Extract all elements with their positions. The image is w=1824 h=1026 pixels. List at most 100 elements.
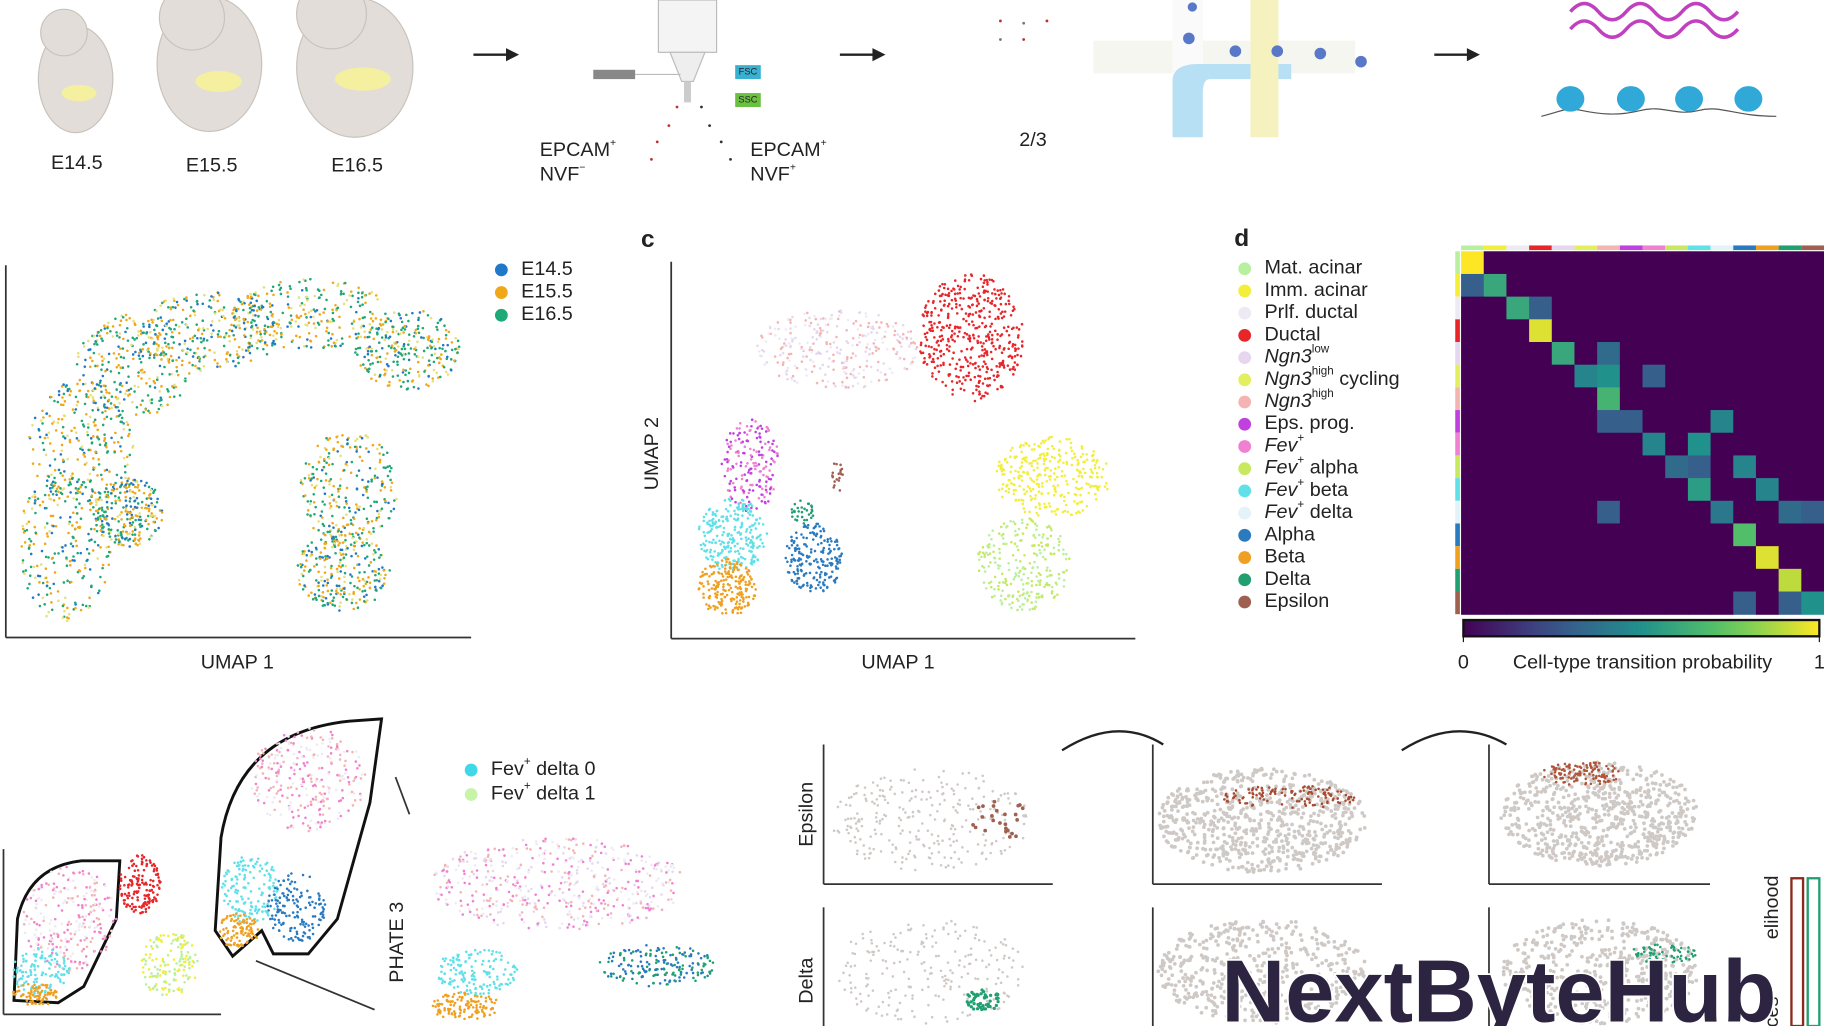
dot [79,485,82,489]
dot [59,867,62,870]
dot [341,564,344,567]
dot [1097,466,1101,469]
dot [805,355,808,358]
dot [62,392,66,396]
dot [385,363,389,366]
dot [728,566,732,569]
dot [326,320,329,323]
dot [1000,351,1004,354]
dot [1014,469,1017,473]
dot [706,557,710,561]
dot [744,536,748,539]
dot [726,460,729,464]
dot [72,536,75,540]
dot [78,922,82,926]
dot [43,960,47,963]
dot [444,370,448,374]
dot [169,306,173,309]
dot [990,299,994,303]
dot [273,342,277,346]
dot [1000,333,1004,336]
dot [236,307,240,311]
dot [309,554,312,558]
dot [925,338,929,342]
dot [319,538,323,541]
dot [345,502,348,505]
dot [1048,583,1051,587]
dot [808,348,812,352]
dot [22,960,25,963]
dot [107,352,111,356]
dot [748,575,752,578]
dot [80,483,84,487]
dot [243,334,246,337]
dot [928,353,931,356]
dot [401,371,405,374]
dot [366,521,370,525]
dot [368,292,371,295]
dot [1075,511,1078,515]
dot [793,502,797,506]
dot [725,593,729,597]
dot [997,584,1000,588]
dot [946,287,950,291]
dot [761,487,764,491]
dot [736,587,740,590]
dot [962,297,965,300]
dot [384,312,387,316]
dot [729,597,733,601]
dot [427,337,430,340]
dot [359,435,362,438]
dot [99,546,102,549]
dot [1056,593,1059,596]
dot [393,499,396,502]
dot [983,352,986,355]
dot [299,314,303,318]
dot [750,506,753,510]
dot [73,960,77,964]
dot [306,500,310,503]
dot [728,482,731,485]
dot [833,547,836,551]
dot [759,538,762,541]
dot [90,584,93,588]
dot [793,379,796,383]
dot [1039,573,1042,577]
dot [866,325,870,329]
dot [177,325,181,328]
dot [50,958,54,962]
dot [374,317,378,320]
dot [958,330,961,333]
dot [744,580,747,584]
dot [141,354,145,358]
dot [42,448,46,451]
dot [747,507,750,511]
dot [388,384,391,387]
dot [43,991,47,994]
dot [1037,533,1041,537]
dot [61,474,64,477]
dot [967,304,970,308]
dot [740,590,743,594]
dot [793,581,796,584]
dot [123,465,127,468]
dot [337,529,340,533]
dot [1071,456,1074,460]
dot [344,553,348,556]
dot [102,530,105,534]
dot [1008,603,1011,606]
dot [320,575,323,579]
dot [1028,517,1031,520]
dot [805,545,809,548]
dot [369,561,373,564]
dot [988,278,991,281]
dot [720,551,723,555]
dot [108,934,112,938]
dot [719,579,723,583]
dot [65,901,69,904]
dot [749,510,753,513]
dot [317,528,320,532]
dot [760,427,764,430]
dot [110,929,114,933]
dot [760,334,763,338]
